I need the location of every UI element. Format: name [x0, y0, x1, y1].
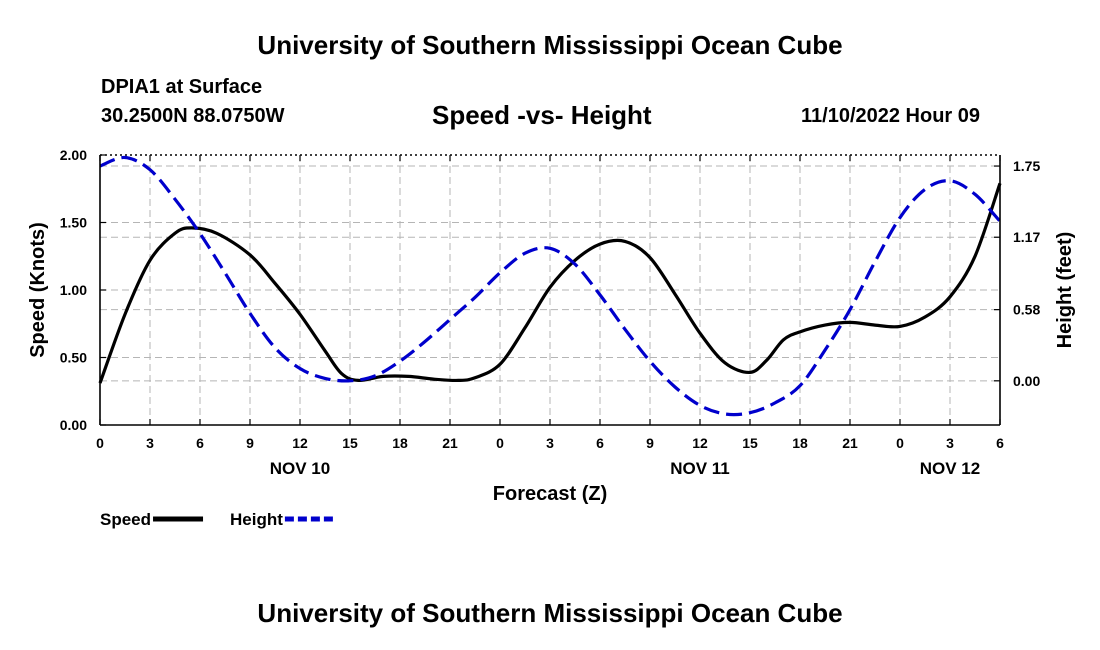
- x-tick-label: 15: [742, 435, 758, 451]
- chart-title: Speed -vs- Height: [432, 100, 652, 130]
- y-tick-label: 1.50: [60, 215, 87, 231]
- date-hour-label: 11/10/2022 Hour 09: [801, 105, 981, 127]
- x-day-label: NOV 12: [920, 459, 980, 478]
- y2-axis-title: Height (feet): [1054, 232, 1076, 349]
- y-tick-label: 0.50: [60, 350, 87, 366]
- x-tick-label: 0: [496, 435, 504, 451]
- x-tick-label: 21: [842, 435, 858, 451]
- x-tick-label: 0: [896, 435, 904, 451]
- x-tick-label: 6: [996, 435, 1004, 451]
- y2-tick-label: 1.75: [1013, 158, 1040, 174]
- x-tick-label: 6: [596, 435, 604, 451]
- series-layer: [98, 155, 1002, 417]
- coordinates-label: 30.2500N 88.0750W: [101, 105, 285, 127]
- x-day-label: NOV 11: [670, 459, 730, 478]
- x-tick-label: 12: [292, 435, 308, 451]
- axes-layer: 0 3 6 9 12 15 18 21 0 3 6 9 12 15 18 21 0 3 6 0.00 0.50 1.00 1…: [27, 147, 1076, 505]
- y-tick-label: 0.00: [60, 417, 87, 433]
- speed-series-line: [98, 182, 1002, 384]
- x-tick-label: 0: [96, 435, 104, 451]
- y-tick-label: 2.00: [60, 147, 87, 163]
- x-tick-label: 9: [246, 435, 254, 451]
- x-tick-label: 18: [392, 435, 408, 451]
- legend-label: Height: [230, 510, 283, 529]
- station-label: DPIA1 at Surface: [101, 76, 263, 98]
- x-tick-label: 9: [646, 435, 654, 451]
- x-day-label: NOV 10: [270, 459, 330, 478]
- legend-layer: Speed Height: [100, 510, 335, 529]
- y-axis-title: Speed (Knots): [27, 222, 49, 358]
- x-tick-label: 3: [146, 435, 154, 451]
- speed-height-chart: 0 3 6 9 12 15 18 21 0 3 6 9 12 15 18 21 0 3 6 0.00 0.50 1.00 1…: [27, 147, 1076, 529]
- y-tick-label: 1.00: [60, 282, 87, 298]
- legend-label: Speed: [100, 510, 151, 529]
- x-axis-title: Forecast (Z): [493, 483, 607, 505]
- x-tick-label: 3: [546, 435, 554, 451]
- y2-tick-label: 0.00: [1013, 373, 1040, 389]
- grid-layer: [100, 155, 1000, 425]
- y2-tick-label: 1.17: [1013, 229, 1040, 245]
- main-title: University of Southern Mississippi Ocean…: [257, 30, 843, 60]
- x-tick-label: 18: [792, 435, 808, 451]
- x-tick-label: 15: [342, 435, 358, 451]
- x-tick-label: 21: [442, 435, 458, 451]
- height-series-line: [99, 155, 1002, 417]
- footer-title: University of Southern Mississippi Ocean…: [257, 598, 843, 628]
- y2-tick-label: 0.58: [1013, 302, 1040, 318]
- x-tick-label: 3: [946, 435, 954, 451]
- x-tick-label: 12: [692, 435, 708, 451]
- x-tick-label: 6: [196, 435, 204, 451]
